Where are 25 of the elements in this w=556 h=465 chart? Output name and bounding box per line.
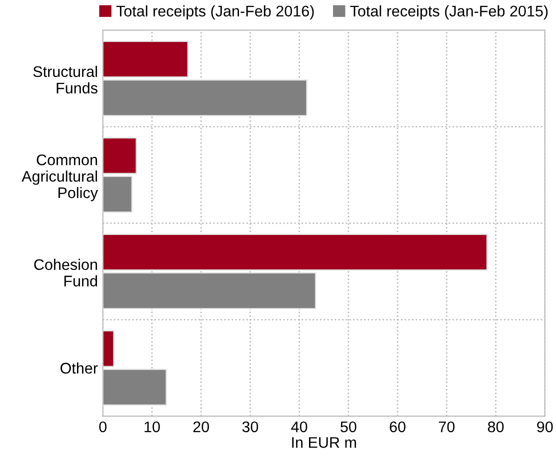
bar [102, 234, 488, 270]
y-tick-label: Common Agricultural Policy [22, 154, 98, 202]
x-tick-label: 0 [99, 421, 107, 432]
bar [102, 176, 132, 213]
y-tick-label: Cohesion Fund [34, 258, 98, 286]
x-tick-label: 70 [438, 421, 455, 432]
bar [102, 40, 188, 78]
x-tick-label: 60 [390, 421, 406, 432]
bar [102, 79, 308, 116]
x-tick-label: 10 [144, 421, 160, 432]
bar [102, 272, 316, 310]
x-tick-label: 50 [340, 421, 356, 432]
x-tick-label: 80 [488, 421, 504, 432]
x-tick-label: 40 [291, 421, 308, 432]
y-tick-label: Structural Funds [33, 66, 98, 94]
x-tick-label: 30 [242, 421, 258, 432]
bar [102, 330, 114, 367]
bar [102, 137, 137, 174]
bar [102, 368, 167, 406]
x-tick-label: 90 [537, 421, 553, 432]
x-tick-label: 20 [193, 421, 209, 432]
y-tick-label: Other [60, 362, 98, 374]
legend-label: Total receipts (Jan-Feb 2015) [350, 5, 548, 20]
legend-label: Total receipts (Jan-Feb 2016) [116, 5, 314, 20]
x-axis-title: In EUR m [292, 437, 356, 448]
